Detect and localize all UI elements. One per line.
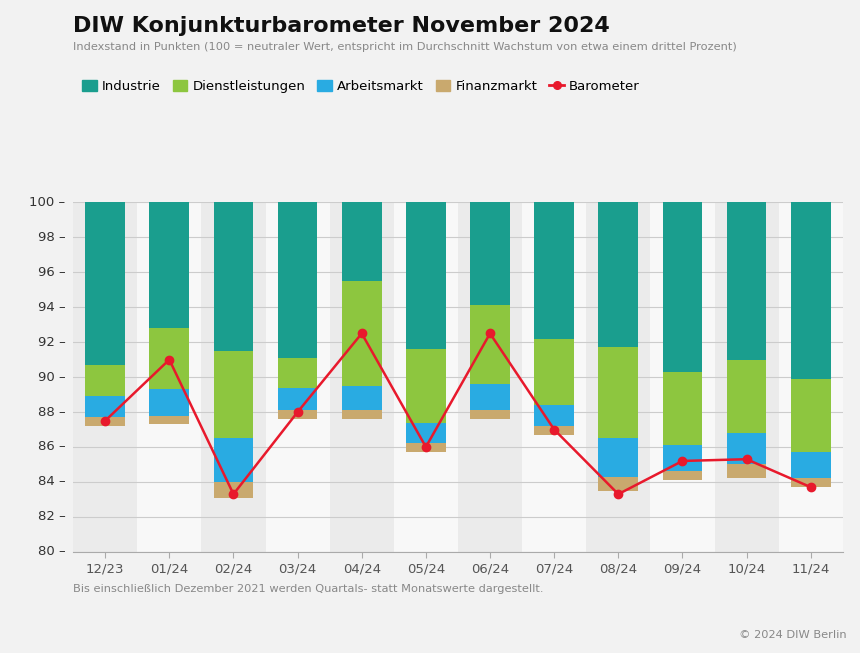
Text: 88 –: 88 – (38, 406, 65, 419)
Bar (213, 202, 254, 351)
Bar (150, 202, 189, 328)
Bar (534, 339, 574, 405)
Text: 80 –: 80 – (38, 545, 65, 558)
Bar (406, 349, 445, 422)
Bar (85, 365, 125, 396)
Bar (278, 410, 317, 419)
Bar (662, 372, 703, 445)
Bar (458, 202, 522, 552)
Bar (791, 453, 831, 479)
Bar (138, 202, 201, 552)
Text: © 2024 DIW Berlin: © 2024 DIW Berlin (740, 630, 847, 640)
Bar (342, 281, 382, 386)
Bar (599, 438, 638, 477)
Bar (406, 422, 445, 443)
Text: Indexstand in Punkten (100 = neutraler Wert, entspricht im Durchschnitt Wachstum: Indexstand in Punkten (100 = neutraler W… (73, 42, 737, 52)
Bar (727, 433, 766, 464)
Bar (534, 405, 574, 426)
Bar (587, 202, 650, 552)
Bar (73, 202, 138, 552)
Bar (662, 445, 703, 471)
Bar (470, 306, 510, 384)
Bar (534, 202, 574, 339)
Bar (329, 202, 394, 552)
Text: 96 –: 96 – (38, 266, 65, 279)
Bar (213, 482, 254, 498)
Bar (727, 360, 766, 433)
Bar (791, 479, 831, 487)
Text: 98 –: 98 – (38, 231, 65, 244)
Bar (85, 202, 125, 365)
Bar (406, 443, 445, 453)
Bar (150, 328, 189, 389)
Bar (342, 386, 382, 410)
Bar (213, 438, 254, 482)
Text: 100 –: 100 – (29, 196, 65, 209)
Bar (406, 202, 445, 349)
Legend: Industrie, Dienstleistungen, Arbeitsmarkt, Finanzmarkt, Barometer: Industrie, Dienstleistungen, Arbeitsmark… (77, 75, 645, 99)
Text: 82 –: 82 – (38, 511, 65, 523)
Bar (278, 358, 317, 388)
Bar (650, 202, 715, 552)
Bar (662, 202, 703, 372)
Bar (150, 415, 189, 424)
Bar (342, 202, 382, 281)
Bar (470, 202, 510, 306)
Text: 86 –: 86 – (38, 441, 65, 453)
Bar (727, 202, 766, 360)
Bar (213, 351, 254, 438)
Bar (342, 410, 382, 419)
Bar (715, 202, 778, 552)
Bar (791, 202, 831, 379)
Bar (727, 464, 766, 479)
Bar (599, 477, 638, 490)
Bar (599, 202, 638, 347)
Bar (522, 202, 587, 552)
Text: 92 –: 92 – (38, 336, 65, 349)
Bar (85, 396, 125, 417)
Bar (85, 417, 125, 426)
Bar (778, 202, 843, 552)
Text: Bis einschließlich Dezember 2021 werden Quartals- statt Monatswerte dargestellt.: Bis einschließlich Dezember 2021 werden … (73, 584, 544, 594)
Text: 90 –: 90 – (38, 371, 65, 383)
Bar (599, 347, 638, 438)
Bar (534, 426, 574, 435)
Bar (201, 202, 266, 552)
Bar (470, 384, 510, 410)
Bar (278, 388, 317, 410)
Bar (266, 202, 329, 552)
Bar (791, 379, 831, 453)
Text: DIW Konjunkturbarometer November 2024: DIW Konjunkturbarometer November 2024 (73, 16, 610, 37)
Bar (394, 202, 458, 552)
Text: 94 –: 94 – (38, 301, 65, 313)
Text: 84 –: 84 – (38, 475, 65, 488)
Bar (150, 389, 189, 415)
Bar (278, 202, 317, 358)
Bar (470, 410, 510, 419)
Bar (662, 471, 703, 480)
